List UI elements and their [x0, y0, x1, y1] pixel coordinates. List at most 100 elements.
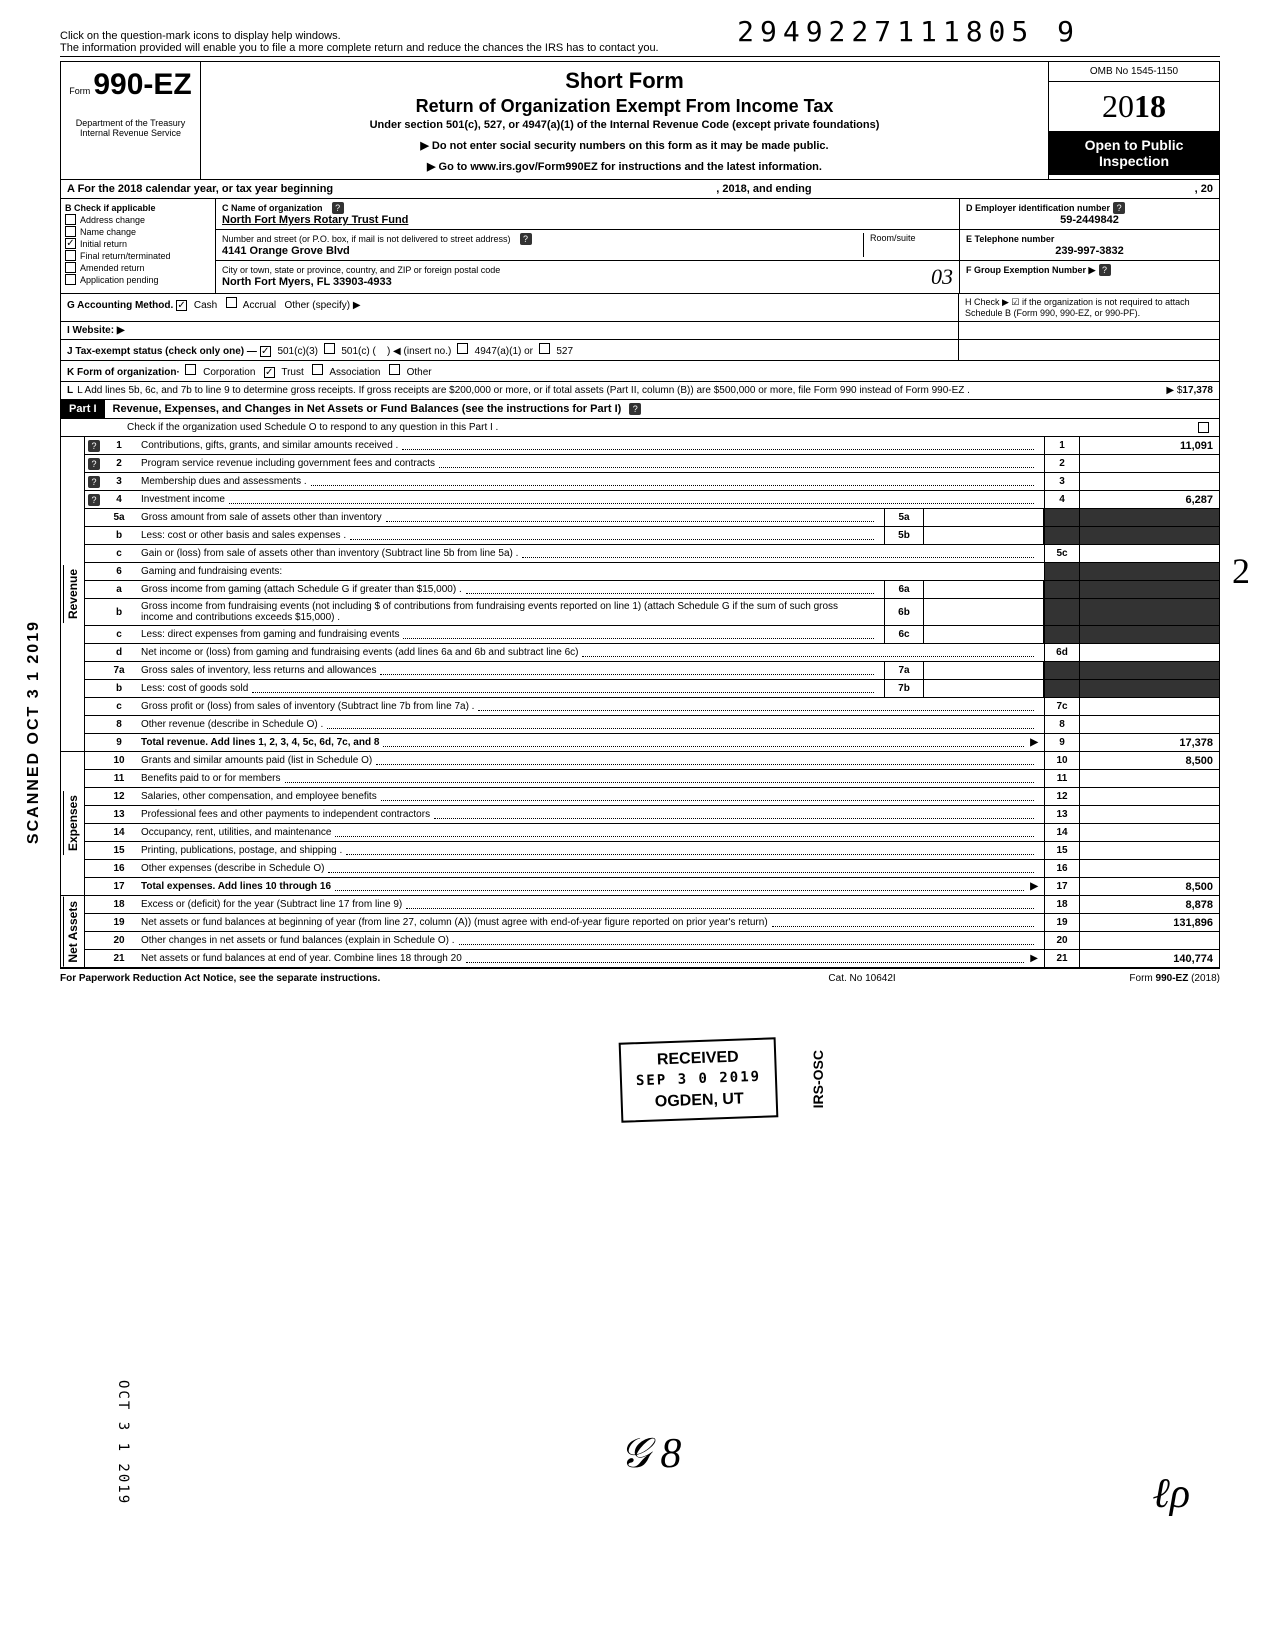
help-icon[interactable]: ? — [1113, 202, 1125, 214]
checkbox-501c3[interactable]: ✓ — [260, 346, 271, 357]
end-num: 2 — [1044, 455, 1079, 472]
row-h: H Check ▶ ☑ if the organization is not r… — [959, 294, 1219, 321]
checkbox-assoc[interactable] — [312, 364, 323, 375]
dept-label: Department of the Treasury Internal Reve… — [67, 118, 194, 138]
header-right: OMB No 1545-1150 2018 Open to Public Ins… — [1049, 62, 1219, 179]
line-text: Gross profit or (loss) from sales of inv… — [135, 698, 1044, 715]
street-cell: Number and street (or P.O. box, if mail … — [216, 230, 959, 261]
end-val — [1079, 698, 1219, 715]
check-pending[interactable]: Application pending — [65, 274, 211, 285]
end-num: 20 — [1044, 932, 1079, 949]
checkbox-4947[interactable] — [457, 343, 468, 354]
checkbox-527[interactable] — [539, 343, 550, 354]
checkbox-accrual[interactable] — [226, 297, 237, 308]
line-11: 11Benefits paid to or for members11 — [84, 770, 1220, 788]
line-num: 21 — [103, 950, 135, 967]
help-icon[interactable]: ? — [88, 458, 100, 470]
opt-4947: 4947(a)(1) or — [475, 346, 533, 357]
stamp-number: 2949227111805 9 — [737, 15, 1080, 48]
end-shaded — [1079, 680, 1219, 697]
check-initial[interactable]: ✓Initial return — [65, 238, 211, 249]
line-num: 4 — [103, 491, 135, 508]
check-name[interactable]: Name change — [65, 226, 211, 237]
end-num: 17 — [1044, 878, 1079, 895]
group-label: F Group Exemption Number ▶ — [966, 265, 1095, 275]
help-icon[interactable]: ? — [1099, 264, 1111, 276]
omb-number: OMB No 1545-1150 — [1049, 62, 1219, 82]
line-text: Gaming and fundraising events: — [135, 563, 1044, 580]
end-num: 4 — [1044, 491, 1079, 508]
check-address[interactable]: Address change — [65, 214, 211, 225]
checkbox-other[interactable] — [389, 364, 400, 375]
checkbox-corp[interactable] — [185, 364, 196, 375]
line-num: 11 — [103, 770, 135, 787]
row-h-cont2 — [959, 340, 1219, 360]
year-prefix: 20 — [1102, 88, 1134, 124]
form-number: 990-EZ — [93, 68, 191, 101]
ein-label: D Employer identification number — [966, 203, 1110, 213]
phone-cell: E Telephone number 239-997-3832 — [960, 230, 1219, 261]
help-icon[interactable]: ? — [88, 440, 100, 452]
checkbox-cash[interactable]: ✓ — [176, 300, 187, 311]
line-num: 19 — [103, 914, 135, 931]
line-20: 20Other changes in net assets or fund ba… — [84, 932, 1220, 950]
help-icon[interactable]: ? — [332, 202, 344, 214]
footer-cat: Cat. No 10642I — [595, 973, 1130, 984]
bottom-date-stamp: OCT 3 1 2019 — [115, 1380, 131, 1505]
line-12: 12Salaries, other compensation, and empl… — [84, 788, 1220, 806]
footer: For Paperwork Reduction Act Notice, see … — [60, 968, 1220, 988]
line-8: 8Other revenue (describe in Schedule O) … — [84, 716, 1220, 734]
end-num: 5c — [1044, 545, 1079, 562]
group-cell: F Group Exemption Number ▶ ? — [960, 261, 1219, 279]
line-num: 3 — [103, 473, 135, 490]
mid-num: 6b — [884, 599, 924, 625]
checkbox-schedule-o[interactable] — [1198, 422, 1209, 433]
note-line-2: The information provided will enable you… — [60, 42, 659, 54]
check-amended[interactable]: Amended return — [65, 262, 211, 273]
received-loc: OGDEN, UT — [636, 1088, 762, 1115]
line-text: Contributions, gifts, grants, and simila… — [135, 437, 1044, 454]
checkbox-icon — [65, 274, 76, 285]
row-a-label: A For the 2018 calendar year, or tax yea… — [67, 183, 333, 195]
city-label: City or town, state or province, country… — [222, 265, 500, 275]
line-text: Membership dues and assessments . — [135, 473, 1044, 490]
line-text: Less: cost or other basis and sales expe… — [135, 527, 884, 544]
identity-grid: B Check if applicable Address change Nam… — [60, 199, 1220, 294]
row-a-mid: , 2018, and ending — [716, 183, 811, 195]
scanned-stamp: SCANNED OCT 3 1 2019 — [25, 620, 43, 844]
line-10: 10Grants and similar amounts paid (list … — [84, 752, 1220, 770]
mid-val — [924, 626, 1044, 643]
line-num: 14 — [103, 824, 135, 841]
checkbox-trust[interactable]: ✓ — [264, 367, 275, 378]
end-shaded — [1044, 563, 1079, 580]
line-num: 15 — [103, 842, 135, 859]
check-label: Address change — [80, 215, 145, 225]
open-public-badge: Open to Public Inspection — [1049, 131, 1219, 175]
line-text: Other expenses (describe in Schedule O) — [135, 860, 1044, 877]
end-val: 131,896 — [1079, 914, 1219, 931]
opt-corp: Corporation — [203, 367, 255, 378]
phone-label: E Telephone number — [966, 234, 1054, 244]
line-text: Investment income — [135, 491, 1044, 508]
row-a: A For the 2018 calendar year, or tax yea… — [60, 180, 1220, 199]
help-icon[interactable]: ? — [629, 403, 641, 415]
checkbox-501c[interactable] — [324, 343, 335, 354]
end-num: 3 — [1044, 473, 1079, 490]
irs-osc-stamp: IRS-OSC — [810, 1050, 826, 1108]
check-final[interactable]: Final return/terminated — [65, 250, 211, 261]
expenses-vert: Expenses — [60, 752, 84, 896]
line-num: b — [103, 527, 135, 544]
end-num: 11 — [1044, 770, 1079, 787]
help-icon[interactable]: ? — [520, 233, 532, 245]
accounting-label: G Accounting Method. — [67, 300, 173, 311]
line-num: b — [103, 599, 135, 625]
end-val — [1079, 473, 1219, 490]
end-val: 11,091 — [1079, 437, 1219, 454]
netassets-section: Net Assets 18Excess or (deficit) for the… — [60, 896, 1220, 968]
opt-trust: Trust — [281, 367, 303, 378]
end-shaded — [1079, 509, 1219, 526]
city-value: North Fort Myers, FL 33903-4933 — [222, 276, 392, 288]
help-icon[interactable]: ? — [88, 476, 100, 488]
help-icon[interactable]: ? — [88, 494, 100, 506]
cash-label: Cash — [194, 300, 217, 311]
